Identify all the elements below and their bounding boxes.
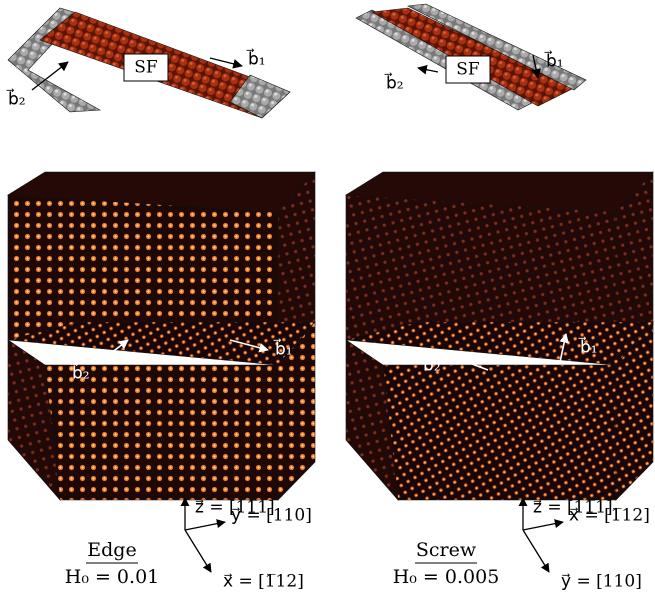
axis-diag <box>185 530 211 572</box>
b2-label: b⃗₂ <box>7 88 26 109</box>
lower-front <box>45 365 278 500</box>
case-name: Edge <box>87 539 136 561</box>
b1-label: b⃗₁ <box>545 50 564 71</box>
axis-diag-label: x⃗ = [1̅12] <box>223 572 304 592</box>
axis-right-label: x⃗ = [1̅12] <box>569 506 650 526</box>
axis-diag <box>523 530 549 572</box>
h0-label: H₀ = 0.005 <box>393 566 500 588</box>
b1-label: b⃗₁ <box>247 48 266 69</box>
sf-label: SF <box>134 58 158 78</box>
sf-label: SF <box>456 60 480 80</box>
step-b2-label: b⃗₂ <box>422 354 441 375</box>
step-b2-label: b⃗₂ <box>71 362 90 383</box>
case-name: Screw <box>416 539 477 561</box>
figure: SFb⃗₁b⃗₂b⃗₁b⃗₂EdgeH₀ = 0.01z⃗ = [11̅1]y⃗… <box>0 0 655 595</box>
h0-label: H₀ = 0.01 <box>65 566 160 588</box>
axis-right <box>185 522 225 530</box>
axis-diag-label: y⃗ = [110] <box>561 572 642 592</box>
step-b1-label: b⃗₁ <box>274 338 293 359</box>
axis-right <box>523 522 563 530</box>
b2-arrow <box>418 68 438 72</box>
b2-label: b⃗₂ <box>385 72 404 93</box>
step-b1-label: b⃗₁ <box>579 336 598 357</box>
lower-front <box>383 365 616 500</box>
axis-right-label: y⃗ = [110] <box>231 506 312 526</box>
step-top <box>346 322 653 365</box>
step-top <box>8 322 315 365</box>
upper-front <box>346 195 616 340</box>
upper-front <box>8 195 278 340</box>
